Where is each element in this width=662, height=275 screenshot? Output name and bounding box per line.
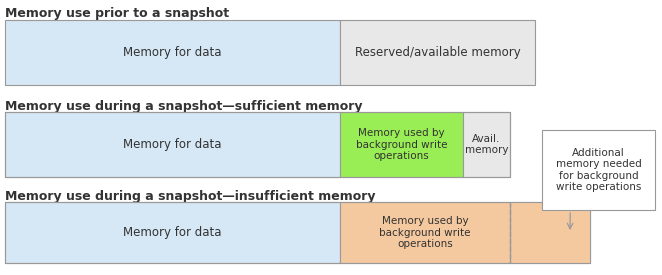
Text: Memory use during a snapshot—insufficient memory: Memory use during a snapshot—insufficien… <box>5 190 375 203</box>
Bar <box>5 202 340 263</box>
Text: Memory used by
background write
operations: Memory used by background write operatio… <box>379 216 471 249</box>
Bar <box>5 112 340 177</box>
Text: Additional
memory needed
for background
write operations: Additional memory needed for background … <box>555 148 641 192</box>
Bar <box>340 202 590 263</box>
Bar <box>340 112 463 177</box>
Bar <box>5 202 510 263</box>
Text: Memory use during a snapshot—sufficient memory: Memory use during a snapshot—sufficient … <box>5 100 363 113</box>
Text: Memory used by
background write
operations: Memory used by background write operatio… <box>355 128 448 161</box>
Bar <box>542 130 655 210</box>
Bar <box>463 112 510 177</box>
Bar <box>5 20 340 85</box>
Text: Reserved/available memory: Reserved/available memory <box>355 46 520 59</box>
Text: Memory for data: Memory for data <box>123 138 222 151</box>
Bar <box>340 20 535 85</box>
Text: Memory for data: Memory for data <box>123 226 222 239</box>
Bar <box>5 112 510 177</box>
Bar <box>510 202 590 263</box>
Text: Memory use prior to a snapshot: Memory use prior to a snapshot <box>5 7 229 20</box>
Text: Memory for data: Memory for data <box>123 46 222 59</box>
Text: Avail.
memory: Avail. memory <box>465 134 508 155</box>
